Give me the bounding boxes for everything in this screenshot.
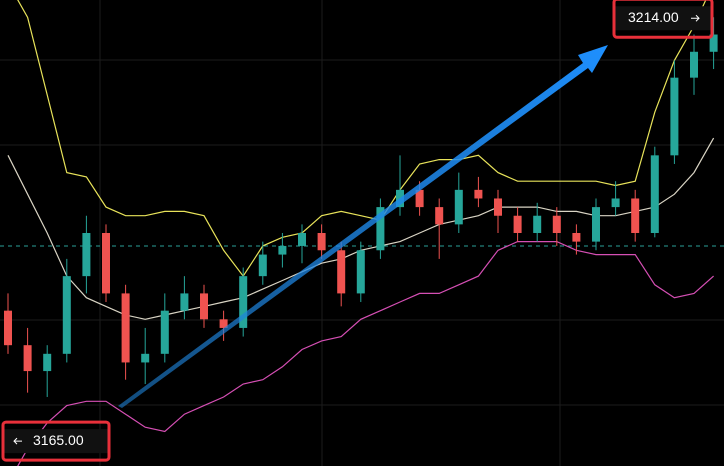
candle-body bbox=[709, 34, 718, 52]
candle-body bbox=[219, 319, 228, 328]
candle-body bbox=[258, 254, 267, 277]
candle-body bbox=[690, 51, 698, 78]
candle-body bbox=[239, 276, 248, 328]
price-label: 3214.00 bbox=[628, 9, 679, 25]
candle-body bbox=[317, 233, 326, 251]
candle-body bbox=[121, 293, 130, 363]
price-label-box bbox=[3, 429, 109, 454]
candle-body bbox=[552, 215, 561, 233]
candle-body bbox=[650, 155, 659, 233]
candle-body bbox=[200, 293, 208, 320]
price-label: 3165.00 bbox=[33, 432, 84, 448]
candle-body bbox=[494, 198, 502, 216]
candle-body bbox=[670, 77, 679, 156]
candle-body bbox=[631, 198, 640, 233]
candle-body bbox=[337, 250, 346, 294]
candle-body bbox=[4, 310, 12, 346]
candle-body bbox=[592, 207, 600, 242]
candle-body bbox=[611, 198, 620, 208]
trend-arrow bbox=[118, 45, 608, 408]
candle-body bbox=[62, 276, 71, 354]
highlight-box bbox=[612, 0, 714, 39]
candle-body bbox=[356, 250, 365, 294]
price-label-arrow bbox=[13, 437, 22, 445]
candle-body bbox=[435, 207, 444, 225]
candle-body bbox=[298, 233, 306, 246]
candle-body bbox=[454, 189, 463, 225]
candle-body bbox=[141, 353, 150, 363]
band-line bbox=[17, 241, 714, 466]
candle-body bbox=[513, 215, 522, 233]
candle-body bbox=[43, 353, 52, 372]
candle-body bbox=[82, 233, 91, 277]
annotations: 3214.00 3165.00 bbox=[1, 0, 714, 462]
highlight-box bbox=[1, 420, 111, 462]
candle-body bbox=[102, 233, 110, 294]
band-line bbox=[17, 0, 707, 278]
candle-body bbox=[278, 245, 287, 255]
candle-body bbox=[23, 345, 32, 372]
candle-body bbox=[376, 207, 385, 251]
candle-body bbox=[160, 310, 169, 354]
price-label-box bbox=[614, 6, 712, 31]
candle-body bbox=[180, 293, 189, 311]
candle-body bbox=[533, 215, 542, 233]
price-label-arrow bbox=[691, 14, 700, 22]
candle-body bbox=[572, 233, 581, 242]
candle-body bbox=[415, 189, 424, 208]
candle-body bbox=[474, 189, 483, 199]
